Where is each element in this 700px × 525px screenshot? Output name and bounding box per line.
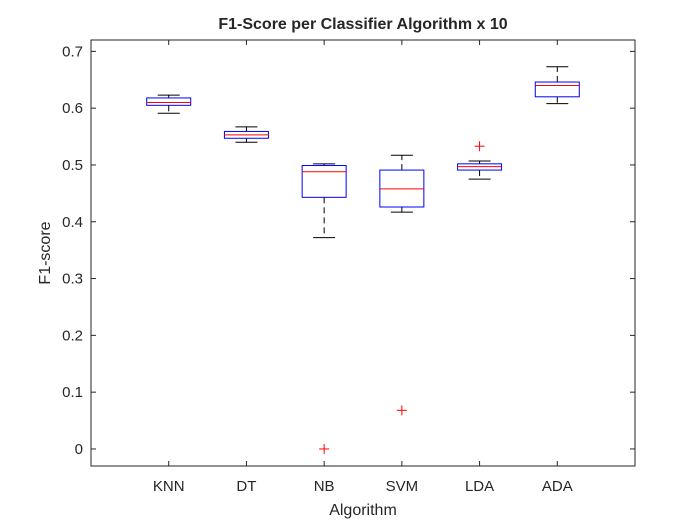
x-tick-label: LDA (465, 478, 494, 495)
box-lda (457, 141, 503, 180)
x-axis-label: Algorithm (329, 502, 397, 519)
y-tick-label: 0.5 (62, 157, 83, 174)
y-tick-label: 0.1 (62, 384, 83, 401)
outlier-marker (474, 141, 485, 152)
chart-title: F1-Score per Classifier Algorithm x 10 (218, 16, 507, 33)
x-axis: KNN DT NB SVM LDA ADA (153, 40, 573, 495)
y-tick-label: 0.2 (62, 327, 83, 344)
y-axis-label: F1-score (37, 221, 54, 284)
box-nb (301, 163, 347, 454)
box-knn (146, 94, 192, 114)
outlier-marker (396, 405, 407, 416)
x-tick-label: KNN (153, 478, 185, 495)
y-tick-label: 0 (75, 441, 83, 458)
iqr-box (301, 165, 347, 198)
outlier-marker (319, 443, 330, 454)
box-dt (223, 126, 269, 143)
box-svm (379, 154, 425, 416)
y-tick-label: 0.7 (62, 43, 83, 60)
y-tick-label: 0.6 (62, 100, 83, 117)
x-tick-label: DT (236, 478, 256, 495)
box-ada (534, 66, 580, 105)
iqr-box (534, 81, 580, 98)
iqr-box (146, 97, 192, 106)
box-series (146, 66, 580, 454)
x-tick-label: ADA (542, 478, 573, 495)
y-axis: 0 0.1 0.2 0.3 0.4 0.5 0.6 0.7 (62, 43, 635, 458)
y-tick-label: 0.3 (62, 271, 83, 288)
x-tick-label: NB (314, 478, 335, 495)
x-tick-label: SVM (386, 478, 419, 495)
plot-area (90, 39, 636, 467)
y-tick-label: 0.4 (62, 214, 83, 231)
